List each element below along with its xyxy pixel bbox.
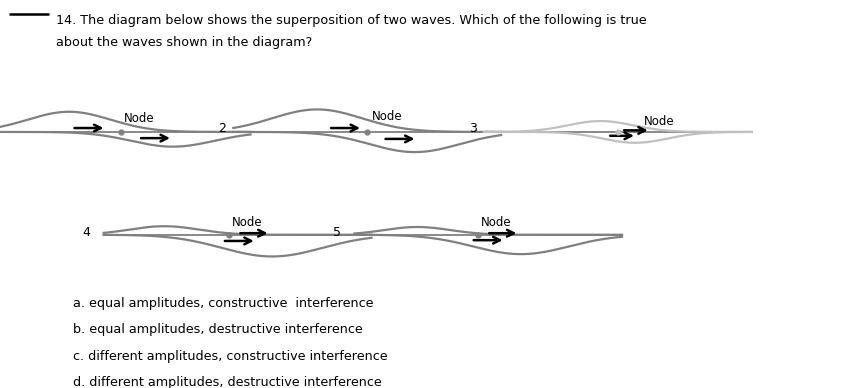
Text: a. equal amplitudes, constructive  interference: a. equal amplitudes, constructive interf… [73, 297, 374, 310]
Text: 14. The diagram below shows the superposition of two waves. Which of the followi: 14. The diagram below shows the superpos… [56, 14, 647, 27]
Text: Node: Node [644, 115, 674, 128]
Text: d. different amplitudes, destructive interference: d. different amplitudes, destructive int… [73, 376, 382, 388]
Text: 4: 4 [83, 226, 91, 239]
Text: Node: Node [232, 215, 262, 229]
Text: Node: Node [480, 215, 511, 229]
Text: 2: 2 [219, 121, 226, 135]
Text: b. equal amplitudes, destructive interference: b. equal amplitudes, destructive interfe… [73, 323, 363, 336]
Text: c. different amplitudes, constructive interference: c. different amplitudes, constructive in… [73, 350, 388, 363]
Text: 3: 3 [469, 121, 477, 135]
Text: about the waves shown in the diagram?: about the waves shown in the diagram? [56, 36, 313, 49]
Text: Node: Node [372, 110, 402, 123]
Text: Node: Node [124, 112, 154, 125]
Text: 5: 5 [334, 226, 341, 239]
